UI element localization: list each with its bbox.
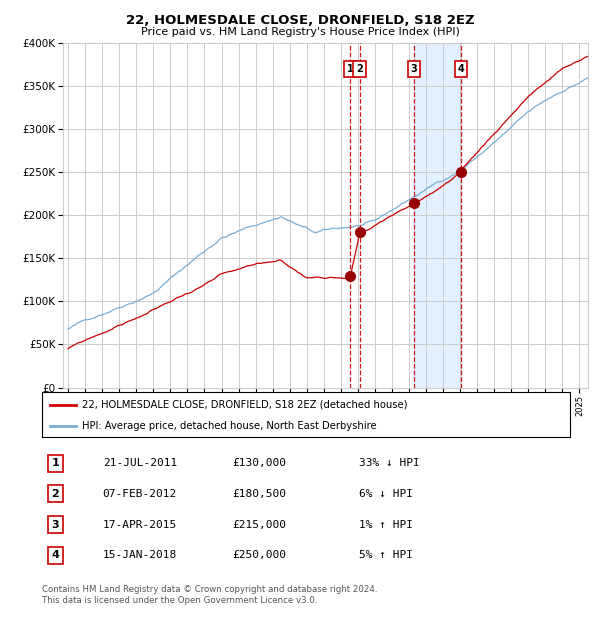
Text: 22, HOLMESDALE CLOSE, DRONFIELD, S18 2EZ (detached house): 22, HOLMESDALE CLOSE, DRONFIELD, S18 2EZ…	[82, 399, 407, 410]
Text: This data is licensed under the Open Government Licence v3.0.: This data is licensed under the Open Gov…	[42, 596, 317, 606]
Text: £215,000: £215,000	[232, 520, 286, 529]
Text: 33% ↓ HPI: 33% ↓ HPI	[359, 458, 419, 468]
Text: Price paid vs. HM Land Registry's House Price Index (HPI): Price paid vs. HM Land Registry's House …	[140, 27, 460, 37]
Text: 3: 3	[410, 64, 418, 74]
Text: 1: 1	[347, 64, 353, 74]
Text: 21-JUL-2011: 21-JUL-2011	[103, 458, 177, 468]
Text: 2: 2	[52, 489, 59, 499]
Text: 2: 2	[356, 64, 363, 74]
Text: £180,500: £180,500	[232, 489, 286, 499]
Text: 4: 4	[457, 64, 464, 74]
Text: 1% ↑ HPI: 1% ↑ HPI	[359, 520, 413, 529]
Text: 5% ↑ HPI: 5% ↑ HPI	[359, 551, 413, 560]
Text: 6% ↓ HPI: 6% ↓ HPI	[359, 489, 413, 499]
Text: 1: 1	[52, 458, 59, 468]
Text: 15-JAN-2018: 15-JAN-2018	[103, 551, 177, 560]
Text: 07-FEB-2012: 07-FEB-2012	[103, 489, 177, 499]
Text: £250,000: £250,000	[232, 551, 286, 560]
Text: 22, HOLMESDALE CLOSE, DRONFIELD, S18 2EZ: 22, HOLMESDALE CLOSE, DRONFIELD, S18 2EZ	[125, 14, 475, 27]
Text: 4: 4	[51, 551, 59, 560]
Text: 17-APR-2015: 17-APR-2015	[103, 520, 177, 529]
Text: £130,000: £130,000	[232, 458, 286, 468]
Bar	[414, 43, 461, 388]
Text: 3: 3	[52, 520, 59, 529]
Text: HPI: Average price, detached house, North East Derbyshire: HPI: Average price, detached house, Nort…	[82, 421, 376, 431]
Text: Contains HM Land Registry data © Crown copyright and database right 2024.: Contains HM Land Registry data © Crown c…	[42, 585, 377, 594]
